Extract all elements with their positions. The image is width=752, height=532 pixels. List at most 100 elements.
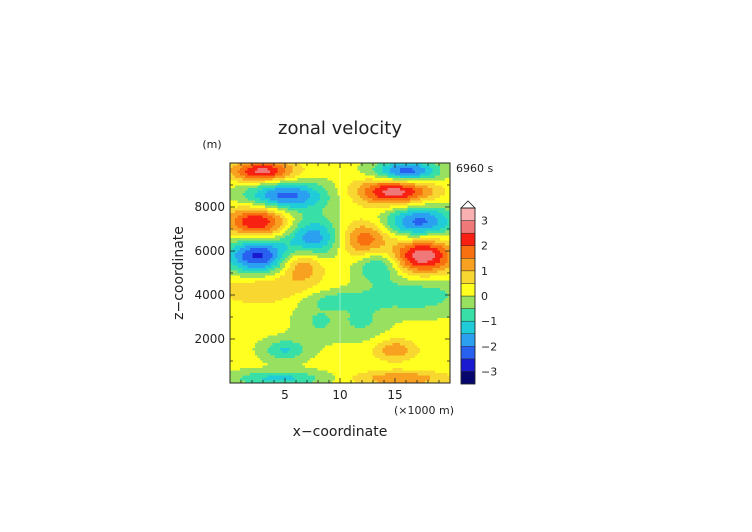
field-cell bbox=[357, 245, 361, 249]
field-cell bbox=[320, 265, 323, 269]
field-cell bbox=[432, 253, 436, 256]
field-cell bbox=[380, 168, 383, 171]
field-cell bbox=[362, 233, 366, 236]
field-cell bbox=[345, 263, 348, 266]
field-cell bbox=[282, 178, 286, 181]
field-cell bbox=[360, 248, 363, 251]
field-cell bbox=[255, 180, 258, 184]
field-cell bbox=[447, 170, 451, 174]
field-cell bbox=[382, 205, 386, 209]
field-cell bbox=[272, 213, 276, 216]
field-cell bbox=[315, 285, 318, 289]
field-cell bbox=[445, 233, 448, 236]
field-cell bbox=[305, 273, 308, 276]
field-cell bbox=[290, 218, 293, 221]
field-cell bbox=[295, 228, 298, 231]
field-cell bbox=[380, 268, 383, 271]
field-cell bbox=[312, 245, 316, 249]
field-cell bbox=[355, 293, 358, 296]
field-cell bbox=[405, 233, 408, 236]
field-cell bbox=[395, 263, 398, 266]
field-cell bbox=[267, 298, 271, 301]
field-cell bbox=[267, 218, 271, 221]
field-cell bbox=[445, 180, 448, 184]
field-cell bbox=[275, 285, 278, 289]
field-cell bbox=[302, 208, 306, 211]
field-cell bbox=[257, 283, 261, 286]
field-cell bbox=[382, 245, 386, 249]
field-cell bbox=[402, 300, 406, 304]
field-cell bbox=[412, 168, 416, 171]
field-cell bbox=[240, 215, 243, 219]
field-cell bbox=[367, 248, 371, 251]
field-cell bbox=[232, 190, 236, 194]
field-cell bbox=[382, 178, 386, 181]
field-cell bbox=[390, 283, 393, 286]
field-cell bbox=[352, 265, 356, 269]
field-cell bbox=[357, 238, 361, 241]
field-cell bbox=[242, 173, 246, 176]
field-cell bbox=[262, 248, 266, 251]
field-cell bbox=[440, 258, 443, 261]
field-cell bbox=[312, 180, 316, 184]
field-cell bbox=[410, 288, 413, 291]
field-cell bbox=[272, 188, 276, 191]
field-cell bbox=[362, 193, 366, 196]
field-cell bbox=[230, 273, 233, 276]
field-cell bbox=[307, 208, 311, 211]
field-cell bbox=[397, 173, 401, 176]
field-cell bbox=[420, 245, 423, 249]
field-cell bbox=[330, 200, 333, 204]
field-cell bbox=[372, 223, 376, 226]
field-cell bbox=[285, 205, 288, 209]
field-cell bbox=[377, 303, 381, 306]
field-cell bbox=[317, 248, 321, 251]
field-cell bbox=[440, 283, 443, 286]
field-cell bbox=[297, 280, 301, 284]
field-cell bbox=[260, 235, 263, 239]
field-cell bbox=[272, 210, 276, 214]
field-cell bbox=[402, 218, 406, 221]
field-cell bbox=[367, 205, 371, 209]
field-cell bbox=[315, 263, 318, 266]
field-cell bbox=[375, 288, 378, 291]
field-cell bbox=[432, 193, 436, 196]
field-cell bbox=[415, 288, 418, 291]
field-cell bbox=[230, 235, 233, 239]
field-cell bbox=[330, 273, 333, 276]
field-cell bbox=[232, 210, 236, 214]
field-cell bbox=[290, 285, 293, 289]
field-cell bbox=[357, 163, 361, 166]
field-cell bbox=[350, 165, 353, 169]
field-cell bbox=[230, 188, 233, 191]
field-cell bbox=[417, 300, 421, 304]
field-cell bbox=[410, 285, 413, 289]
field-cell bbox=[377, 228, 381, 231]
field-cell bbox=[345, 238, 348, 241]
field-cell bbox=[365, 293, 368, 296]
field-cell bbox=[412, 270, 416, 274]
field-cell bbox=[365, 170, 368, 174]
field-cell bbox=[270, 280, 273, 284]
field-cell bbox=[407, 233, 411, 236]
field-cell bbox=[392, 270, 396, 274]
field-cell bbox=[342, 200, 346, 204]
field-cell bbox=[390, 230, 393, 234]
field-cell bbox=[332, 200, 336, 204]
field-cell bbox=[392, 258, 396, 261]
field-cell bbox=[435, 265, 438, 269]
field-cell bbox=[310, 235, 313, 239]
field-cell bbox=[240, 263, 243, 266]
field-cell bbox=[292, 178, 296, 181]
field-cell bbox=[317, 260, 321, 264]
field-cell bbox=[397, 280, 401, 284]
field-cell bbox=[425, 250, 428, 254]
field-cell bbox=[297, 223, 301, 226]
field-cell bbox=[447, 245, 451, 249]
field-cell bbox=[357, 263, 361, 266]
field-cell bbox=[270, 180, 273, 184]
field-cell bbox=[235, 203, 238, 206]
field-cell bbox=[287, 185, 291, 189]
field-cell bbox=[385, 293, 388, 296]
field-cell bbox=[252, 213, 256, 216]
